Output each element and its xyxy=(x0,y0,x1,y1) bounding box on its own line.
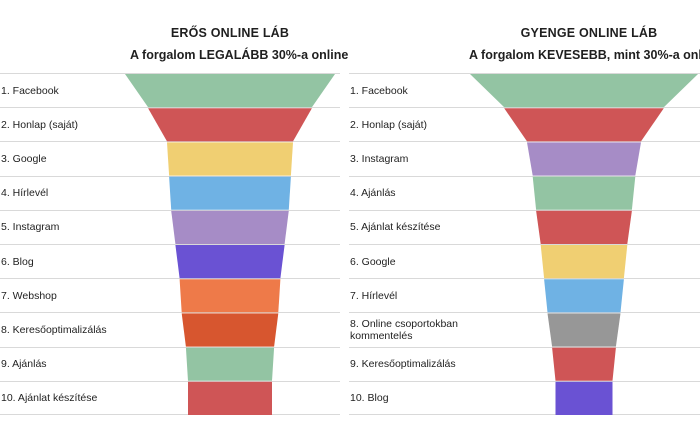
funnel-segment xyxy=(532,176,636,210)
funnel-row: 2. Honlap (saját) xyxy=(349,107,700,141)
funnel-segment xyxy=(536,210,632,244)
funnel-segment xyxy=(527,142,641,176)
funnel-segment xyxy=(552,347,616,381)
funnel-row: 2. Honlap (saját) xyxy=(0,107,340,141)
funnel-rows: 1. Facebook 2. Honlap (saját) 3. Google 4. … xyxy=(0,73,340,415)
funnel-segment xyxy=(547,313,621,347)
category-label: 2. Honlap (saját) xyxy=(350,118,428,131)
funnel-segment xyxy=(185,347,275,381)
chart-title: ERŐS ONLINE LÁB xyxy=(170,26,290,40)
funnel-row: 3. Google xyxy=(0,141,340,175)
category-label: 10. Blog xyxy=(350,391,389,404)
funnel-panel-weak: GYENGE ONLINE LÁB A forgalom KEVESEBB, m… xyxy=(349,0,700,441)
funnel-row: 4. Ajánlás xyxy=(349,175,700,210)
category-label: 9. Keresőoptimalizálás xyxy=(350,358,456,371)
funnel-row: 8. Online csoportokban kommentelés xyxy=(349,312,700,346)
funnel-segment xyxy=(470,74,698,108)
funnel-segment xyxy=(188,381,272,415)
category-label: 3. Google xyxy=(1,152,47,165)
funnel-row: 1. Facebook xyxy=(349,73,700,107)
category-label: 7. Webshop xyxy=(1,289,57,302)
category-label: 2. Honlap (saját) xyxy=(1,118,79,131)
funnel-row: 8. Keresőoptimalizálás xyxy=(0,312,340,346)
funnel-segment xyxy=(125,74,335,108)
funnel-row: 7. Webshop xyxy=(0,278,340,312)
funnel-segment xyxy=(555,381,613,415)
category-label: 8. Online csoportokban kommentelés xyxy=(350,317,458,342)
funnel-row: 6. Google xyxy=(349,243,700,278)
category-label: 8. Keresőoptimalizálás xyxy=(1,323,107,336)
category-label: 5. Ajánlat készítése xyxy=(350,221,441,234)
funnel-segment xyxy=(171,210,289,244)
funnel-segment xyxy=(148,108,312,142)
funnel-chart-weak xyxy=(470,74,698,415)
category-label: 4. Ajánlás xyxy=(350,187,396,200)
category-label: 10. Ajánlat készítése xyxy=(1,391,98,404)
funnel-rows: 1. Facebook 2. Honlap (saját) 3. Instagram… xyxy=(349,73,700,415)
funnel-segment xyxy=(504,108,664,142)
chart-subtitle: A forgalom KEVESEBB, mint 30%-a online xyxy=(469,48,700,62)
category-label: 6. Blog xyxy=(1,255,34,268)
category-label: 3. Instagram xyxy=(350,152,409,165)
chart-title: GYENGE ONLINE LÁB xyxy=(520,26,658,40)
chart-title-strong: ERŐS ONLINE LÁB A forgalom LEGALÁBB 30%-… xyxy=(130,22,349,66)
funnel-row: 3. Instagram xyxy=(349,141,700,175)
funnel-row: 4. Hírlevél xyxy=(0,175,340,210)
funnel-row: 9. Ajánlás xyxy=(0,346,340,381)
funnel-segment xyxy=(540,245,628,279)
category-label: 7. Hírlevél xyxy=(350,289,398,302)
funnel-row: 10. Blog xyxy=(349,380,700,415)
category-label: 1. Facebook xyxy=(1,84,59,97)
category-label: 4. Hírlevél xyxy=(1,187,49,200)
category-label: 5. Instagram xyxy=(1,221,60,234)
chart-subtitle: A forgalom LEGALÁBB 30%-a online xyxy=(130,48,349,62)
funnel-row: 7. Hírlevél xyxy=(349,278,700,312)
funnel-segment xyxy=(169,176,291,210)
category-label: 9. Ajánlás xyxy=(1,358,47,371)
chart-title-weak: GYENGE ONLINE LÁB A forgalom KEVESEBB, m… xyxy=(469,22,700,66)
funnel-chart-strong xyxy=(125,74,335,415)
funnel-segment xyxy=(181,313,279,347)
funnel-row: 1. Facebook xyxy=(0,73,340,107)
funnel-segment xyxy=(179,279,281,313)
funnel-segment xyxy=(544,279,624,313)
category-label: 6. Google xyxy=(350,255,396,268)
funnel-segment xyxy=(175,245,285,279)
category-label: 1. Facebook xyxy=(350,84,408,97)
funnel-row: 6. Blog xyxy=(0,243,340,278)
funnel-segment xyxy=(167,142,293,176)
funnel-row: 10. Ajánlat készítése xyxy=(0,380,340,415)
funnel-row: 9. Keresőoptimalizálás xyxy=(349,346,700,381)
funnel-row: 5. Ajánlat készítése xyxy=(349,209,700,244)
funnel-panel-strong: ERŐS ONLINE LÁB A forgalom LEGALÁBB 30%-… xyxy=(0,0,349,441)
funnel-row: 5. Instagram xyxy=(0,209,340,244)
